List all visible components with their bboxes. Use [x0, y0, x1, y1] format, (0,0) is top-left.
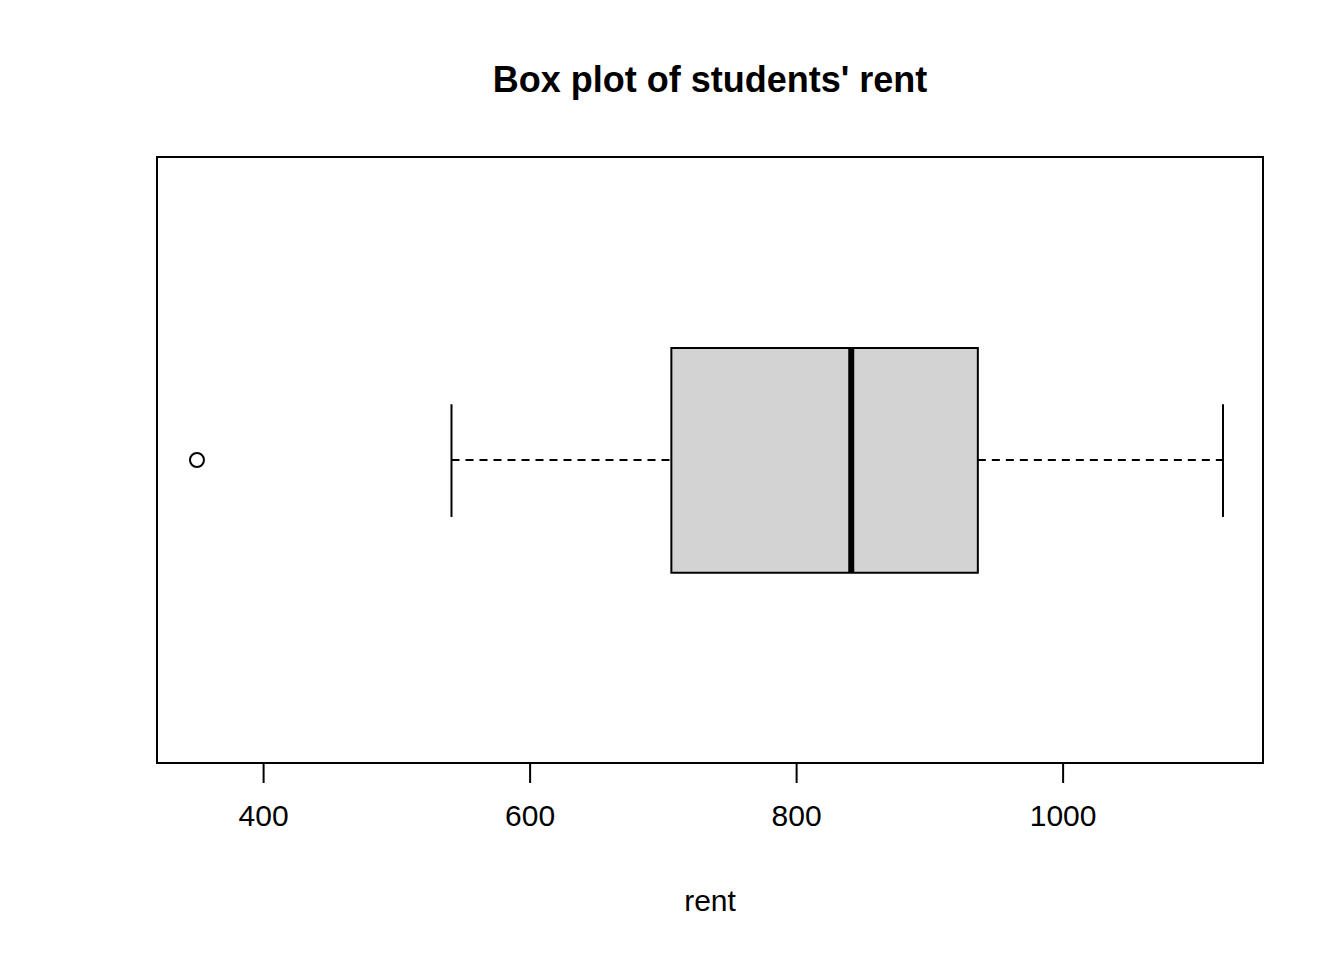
svg-text:600: 600: [505, 799, 555, 832]
svg-text:1000: 1000: [1030, 799, 1097, 832]
svg-text:rent: rent: [684, 884, 736, 917]
svg-text:800: 800: [772, 799, 822, 832]
html-text:Box plot of students' rent: Box plot of students' rent: [492, 59, 928, 100]
svg-text:400: 400: [239, 799, 289, 832]
